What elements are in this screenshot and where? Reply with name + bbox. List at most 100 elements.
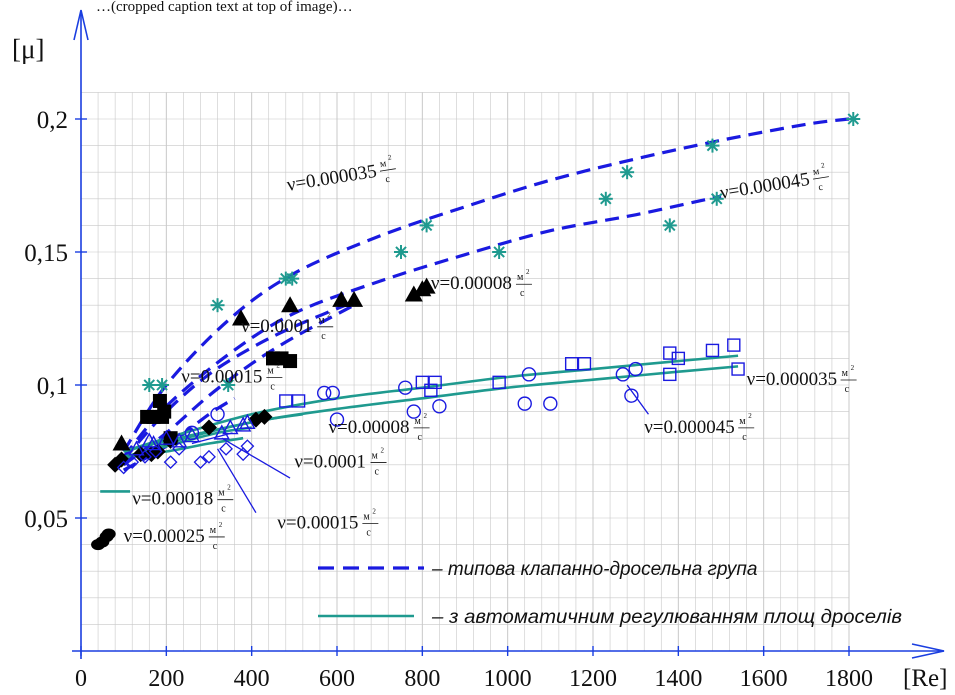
nu-label: ν=0.0001	[241, 316, 313, 337]
square-open-marker	[731, 362, 745, 376]
circle-open-marker	[398, 380, 413, 395]
unit-numerator: м	[210, 525, 217, 536]
unit-superscript: 2	[381, 446, 385, 454]
unit-superscript: 2	[526, 268, 530, 276]
circle-open-marker	[432, 399, 447, 414]
nu-annotation: ν=0.0001 м 2 с	[241, 311, 334, 342]
triangle-filled-marker	[332, 290, 351, 307]
y-tick-label: 0,15	[24, 240, 68, 267]
unit-denominator: с	[375, 466, 380, 477]
leader-line	[191, 432, 233, 445]
axes: 0 200 400 600 800 1000 1200 1400 1600 1800 0,05 0,1…	[12, 9, 947, 692]
diamond-open-marker	[116, 460, 131, 475]
unit-superscript: 2	[748, 412, 752, 420]
nu-annotation: ν=0.00015 м 2 с	[181, 361, 283, 392]
circle-open-marker	[628, 361, 643, 377]
unit-superscript: 2	[227, 484, 231, 492]
unit-numerator: м	[318, 315, 325, 326]
nu-label: ν=0.0001	[294, 451, 366, 472]
square-open-marker	[564, 357, 579, 371]
triangle-open-marker	[170, 432, 188, 448]
unit-denominator: с	[845, 384, 850, 395]
unit-denominator: с	[270, 381, 275, 392]
square-filled-marker	[152, 393, 167, 408]
asterisk-marker	[709, 191, 724, 206]
x-tick-label: 1000	[484, 666, 532, 692]
square-open-marker	[705, 343, 720, 358]
x-tick-label: 400	[234, 666, 270, 692]
asterisk-marker	[419, 218, 434, 233]
typical-curve	[122, 117, 850, 453]
asterisk-marker	[142, 378, 157, 392]
diamond-filled-marker	[256, 408, 273, 425]
asterisk-marker	[662, 218, 677, 233]
circle-filled-marker	[101, 528, 116, 540]
unit-denominator: с	[818, 182, 825, 194]
unit-numerator: м	[363, 512, 370, 523]
circle-open-marker	[406, 404, 421, 419]
nu-label: ν=0.00025	[124, 526, 205, 547]
x-tick-label: 0	[75, 666, 87, 692]
nu-label: ν=0.00008	[431, 273, 512, 294]
unit-numerator: м	[517, 272, 524, 283]
unit-superscript: 2	[372, 508, 376, 516]
asterisk-marker	[210, 298, 225, 313]
diamond-filled-marker	[113, 451, 130, 468]
x-axis-arrow	[911, 643, 945, 659]
leader-line	[221, 437, 291, 479]
unit-superscript: 2	[851, 364, 855, 372]
unit-denominator: с	[418, 432, 423, 443]
unit-denominator: с	[385, 174, 392, 186]
top-caption: …(cropped caption text at top of image)…	[96, 0, 353, 15]
unit-numerator: м	[218, 488, 225, 499]
unit-denominator: с	[221, 504, 226, 515]
unit-superscript: 2	[820, 161, 825, 170]
triangle-filled-marker	[417, 277, 436, 294]
square-open-marker	[727, 338, 741, 352]
asterisk-marker	[221, 378, 236, 392]
x-tick-label: 600	[319, 666, 355, 692]
unit-denominator: с	[366, 528, 371, 539]
triangle-open-marker	[128, 440, 145, 456]
x-tick-label: 800	[404, 666, 440, 692]
triangle-open-marker	[234, 416, 252, 432]
asterisk-marker	[705, 138, 720, 153]
diamond-filled-marker	[201, 419, 217, 436]
nu-label: ν=0.000035	[747, 369, 838, 390]
triangle-open-marker	[145, 435, 162, 451]
x-tick-label: 200	[148, 666, 184, 692]
nu-annotation: ν=0.00015 м 2 с	[277, 508, 379, 539]
unit-denominator: с	[321, 331, 326, 342]
nu-annotation: ν=0.0001 м 2 с	[294, 446, 387, 477]
nu-label: ν=0.00018	[132, 489, 213, 510]
asterisk-marker	[155, 378, 170, 392]
diamond-open-marker	[202, 449, 216, 464]
circle-open-marker	[329, 412, 345, 427]
square-open-marker	[492, 375, 506, 390]
leader-line	[626, 384, 649, 415]
x-tick-label: 1400	[654, 666, 702, 692]
diamond-open-marker	[240, 439, 255, 454]
legend-label-auto: – з автоматичним регулюванням площ дросе…	[431, 607, 902, 628]
diamond-open-marker	[125, 455, 140, 470]
triangle-filled-marker	[232, 309, 250, 326]
legend: – типова клапанно-дросельна група – з авт…	[318, 559, 902, 628]
nu-annotation: ν=0.00008 м 2 с	[328, 412, 430, 443]
circle-open-marker	[521, 367, 537, 382]
unit-numerator: м	[842, 368, 849, 379]
square-filled-marker	[283, 354, 298, 369]
y-axis-label: [μ]	[12, 34, 44, 64]
y-tick-label: 0,2	[37, 107, 68, 134]
triangle-open-marker	[239, 413, 256, 429]
legend-label-typical: – типова клапанно-дросельна група	[431, 559, 757, 580]
circle-open-marker	[624, 388, 639, 403]
asterisk-marker	[285, 271, 300, 286]
unit-superscript: 2	[387, 153, 392, 162]
asterisk-marker	[492, 245, 507, 259]
diamond-open-marker	[163, 455, 178, 470]
circle-open-marker	[317, 385, 332, 401]
